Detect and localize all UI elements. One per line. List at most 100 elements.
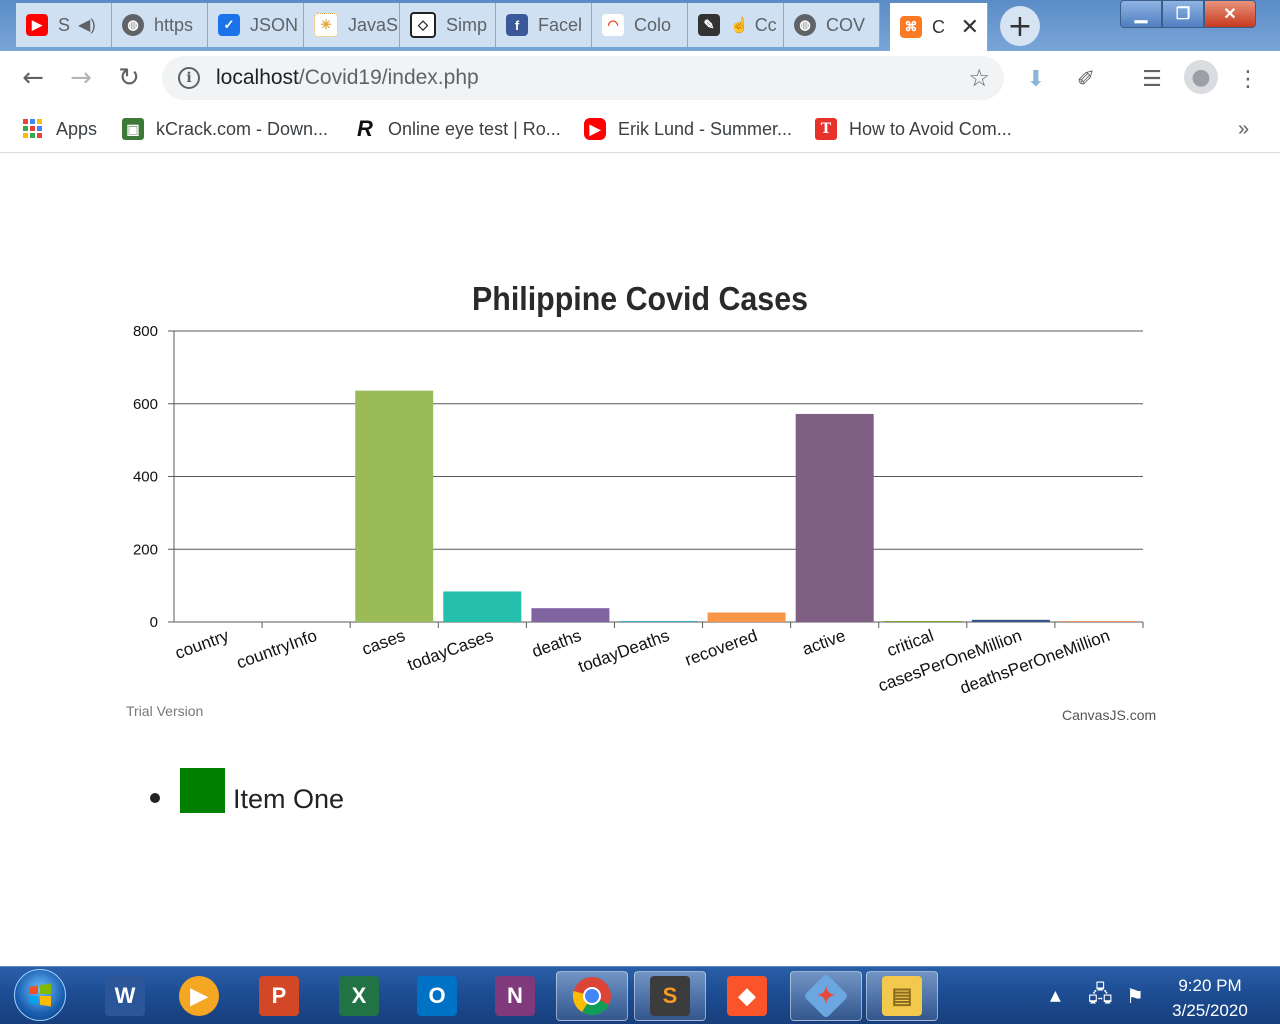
tab-colors[interactable]: ◠ Colo: [592, 3, 688, 47]
eyedropper-extension-icon[interactable]: ✐: [1076, 66, 1096, 92]
close-tab-icon[interactable]: ✕: [960, 14, 979, 39]
chart-gridlines: [168, 330, 1143, 623]
xampp-icon: ⌘: [900, 16, 922, 38]
canvasjs-credit-link[interactable]: CanvasJS.com: [1062, 707, 1157, 723]
minimize-button[interactable]: ▁: [1120, 0, 1162, 28]
bar-todayCases[interactable]: [443, 591, 522, 622]
taskbar-clock[interactable]: 9:20 PM 3/25/2020: [1160, 973, 1260, 1023]
windows-logo-icon: [29, 983, 51, 1007]
bar-casesPerOneMillion[interactable]: [971, 619, 1050, 622]
x-tick-label: country: [173, 626, 232, 663]
media-player-icon: ▶: [179, 976, 219, 1016]
close-icon: ✕: [1223, 6, 1237, 23]
taskbar-git[interactable]: ✦: [790, 971, 862, 1021]
site-info-icon[interactable]: i: [178, 67, 200, 89]
y-tick-label: 0: [150, 614, 158, 631]
tab-codepen[interactable]: ✎ ☝ Cc: [688, 3, 784, 47]
action-center-flag-icon[interactable]: ⚑: [1126, 984, 1144, 1008]
legend-item-label: Item One: [233, 784, 345, 814]
bar-deathsPerOneMillion[interactable]: [1059, 621, 1138, 622]
taskbar-onenote[interactable]: N: [480, 971, 550, 1021]
reload-button[interactable]: ↻: [112, 61, 146, 95]
network-icon[interactable]: 🖧: [1088, 982, 1113, 1007]
y-tick-label: 600: [133, 396, 158, 413]
bookmark-label: Online eye test | Ro...: [388, 118, 561, 139]
chart-trial-watermark: Trial Version: [126, 703, 204, 719]
forward-arrow-icon: →: [70, 63, 92, 93]
sublime-icon: S: [650, 976, 690, 1016]
start-button[interactable]: [14, 969, 66, 1021]
tab-label: Facel: [538, 14, 583, 35]
tab-youtube[interactable]: ▶ S ◀): [16, 3, 112, 47]
bookmark-label: Erik Lund - Summer...: [618, 118, 793, 139]
x-tick-label: countryInfo: [234, 626, 320, 673]
tab-label: COV: [826, 14, 866, 35]
close-window-button[interactable]: ✕: [1204, 0, 1256, 28]
speaker-icon[interactable]: ◀): [78, 17, 96, 34]
file-explorer-icon: ▤: [882, 976, 922, 1016]
bar-critical[interactable]: [883, 621, 962, 622]
taskbar-sublime[interactable]: S: [634, 971, 706, 1021]
clock-date: 3/25/2020: [1172, 1001, 1248, 1020]
outlook-icon: O: [417, 976, 457, 1016]
menu-kebab-icon[interactable]: ⋮: [1237, 66, 1259, 92]
tab-https[interactable]: ◍ https: [112, 3, 208, 47]
codepen-icon: ◇: [410, 12, 436, 38]
profile-avatar-icon[interactable]: ●: [1184, 60, 1218, 94]
taskbar-file-explorer[interactable]: ▤: [866, 971, 938, 1021]
list-bullet: [150, 793, 160, 803]
bar-cases[interactable]: [355, 390, 434, 622]
bar-deaths[interactable]: [531, 608, 610, 622]
back-button[interactable]: ←: [16, 61, 50, 95]
taskbar-chrome[interactable]: [556, 971, 628, 1021]
word-icon: W: [105, 976, 145, 1016]
taskbar-brave[interactable]: ◆: [712, 971, 782, 1021]
legend-list: Item One: [150, 768, 344, 813]
windows-taskbar: W ▶ P X O N S ◆ ✦ ▤ ▲ 🖧 ⚑ 9:20 PM 3/25/2…: [0, 966, 1280, 1024]
bookmark-kcrack[interactable]: ▣ kCrack.com - Down...: [122, 115, 328, 143]
bookmark-apps[interactable]: Apps: [22, 115, 97, 143]
x-tick-label: cases: [359, 626, 407, 659]
x-tick-label: critical: [884, 626, 936, 660]
download-extension-icon[interactable]: ⬇: [1026, 66, 1046, 92]
bookmark-erik-lund[interactable]: ▶ Erik Lund - Summer...: [584, 115, 792, 143]
bookmark-how-to-avoid[interactable]: T How to Avoid Com...: [815, 115, 1012, 143]
media-queue-icon[interactable]: ☰: [1142, 66, 1162, 92]
forward-button[interactable]: →: [64, 61, 98, 95]
tab-strip: ▶ S ◀) ◍ https ✓ JSON ✳ JavaS ◇ Simp f F…: [0, 0, 1280, 51]
tab-simple[interactable]: ◇ Simp: [400, 3, 496, 47]
tab-covid[interactable]: ◍ COV: [784, 3, 880, 47]
tab-javascript[interactable]: ✳ JavaS: [304, 3, 400, 47]
bar-active[interactable]: [795, 413, 874, 622]
tab-facebook[interactable]: f Facel: [496, 3, 592, 47]
new-tab-button[interactable]: +: [1000, 6, 1040, 46]
youtube-icon: ▶: [26, 14, 48, 36]
taskbar-excel[interactable]: X: [324, 971, 394, 1021]
url-host: localhost: [216, 66, 299, 89]
taskbar-outlook[interactable]: O: [402, 971, 472, 1021]
bar-recovered[interactable]: [707, 612, 786, 622]
onenote-icon: N: [495, 976, 535, 1016]
chevron-up-icon: ▲: [1050, 988, 1061, 1004]
tab-label: JSON: [250, 14, 299, 35]
back-arrow-icon: ←: [22, 63, 44, 93]
bar-todayDeaths[interactable]: [619, 620, 698, 622]
taskbar-media-player[interactable]: ▶: [164, 971, 234, 1021]
show-hidden-icons-button[interactable]: ▲: [1050, 967, 1061, 1025]
apps-grid-icon: [22, 118, 44, 140]
tab-label: Simp: [446, 14, 488, 35]
plus-icon: +: [1007, 8, 1033, 44]
bookmarks-overflow-button[interactable]: »: [1238, 115, 1249, 143]
url-text[interactable]: localhost/Covid19/index.php: [216, 66, 479, 90]
x-tick-label: todayCases: [405, 626, 496, 675]
tab-active-localhost[interactable]: ⌘ C ✕: [890, 3, 988, 51]
restore-button[interactable]: ❐: [1162, 0, 1204, 28]
taskbar-word[interactable]: W: [90, 971, 160, 1021]
spinner-icon: ✳: [314, 13, 338, 37]
bookmark-star-icon[interactable]: ☆: [968, 64, 990, 92]
tab-json[interactable]: ✓ JSON: [208, 3, 304, 47]
taskbar-powerpoint[interactable]: P: [244, 971, 314, 1021]
bookmark-eye-test[interactable]: R Online eye test | Ro...: [354, 115, 561, 143]
address-bar[interactable]: i localhost/Covid19/index.php ☆: [162, 56, 1004, 100]
globe-icon: ◍: [122, 14, 144, 36]
